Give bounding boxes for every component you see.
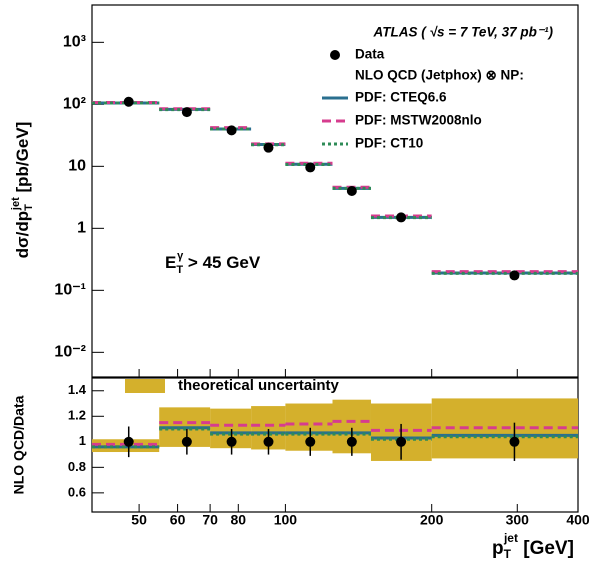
x-label: pTjet [GeV] [492,531,574,561]
y-label-sub: T [23,204,35,211]
legend-header: NLO QCD (Jetphox) ⊗ NP: [355,68,524,83]
legend-swatch [125,379,165,393]
y-tick-label: 0.6 [68,484,86,499]
x-label-sup: jet [503,531,518,545]
y2-label: NLO QCD/Data [11,395,27,494]
x-tick-label: 400 [566,512,589,528]
data-point [263,436,274,447]
x-tick-label: 300 [506,512,530,528]
data-point [396,212,407,223]
x-label-unit: [GeV] [518,538,574,559]
data-point [305,162,316,173]
y-tick-label: 10⁻¹ [54,282,86,299]
data-point [396,436,407,447]
x-tick-label: 80 [231,512,247,528]
data-point [226,125,237,136]
y-tick-label: 1.4 [68,382,87,397]
title: ATLAS ( √s = 7 TeV, 37 pb⁻¹) [373,25,554,40]
top-frame [91,4,579,378]
x-label-main: p [492,538,504,559]
annotation: ETγ > 45 GeV [165,250,261,276]
y-tick-label: 1.2 [68,408,86,423]
data-point [509,436,520,447]
data-point [123,436,134,447]
data-point [181,107,192,118]
legend-label: Data [355,47,385,62]
x-tick-label: 60 [170,512,186,528]
data-point [305,436,316,447]
y-tick-label: 10³ [63,34,86,51]
legend-marker [330,50,340,60]
data-point [226,436,237,447]
y-tick-label: 0.8 [68,459,86,474]
legend-label: PDF: MSTW2008nlo [355,113,482,128]
annotation-main: E [165,253,176,272]
data-point [346,186,357,196]
y-label-unit: [pb/GeV] [13,122,32,198]
data-point [181,436,192,447]
x-tick-label: 100 [274,512,298,528]
data-point [346,436,357,447]
legend-label: PDF: CTEQ6.6 [355,90,447,105]
x-tick-label: 50 [131,512,147,528]
y-tick-label: 1 [79,433,86,448]
annotation-rest: > 45 GeV [183,253,261,272]
legend-label: PDF: CT10 [355,136,423,151]
y-label: dσ/dpTjet [pb/GeV] [10,122,35,259]
y-tick-label: 1 [77,220,86,237]
annotation-sup: γ [177,250,184,262]
y-tick-label: 10 [68,158,86,175]
x-tick-label: 70 [202,512,218,528]
annotation-sub: T [176,264,183,276]
data-point [123,96,134,107]
data-point [263,142,274,153]
x-tick-label: 200 [420,512,444,528]
y-label-sup: jet [10,197,22,211]
y-label-main: dσ/dp [13,211,32,259]
data-point [509,270,520,281]
y-tick-label: 10² [63,96,86,113]
y-tick-label: 10⁻² [54,344,86,361]
legend-label: theoretical uncertainty [178,377,340,394]
x-label-sub: T [504,547,512,561]
